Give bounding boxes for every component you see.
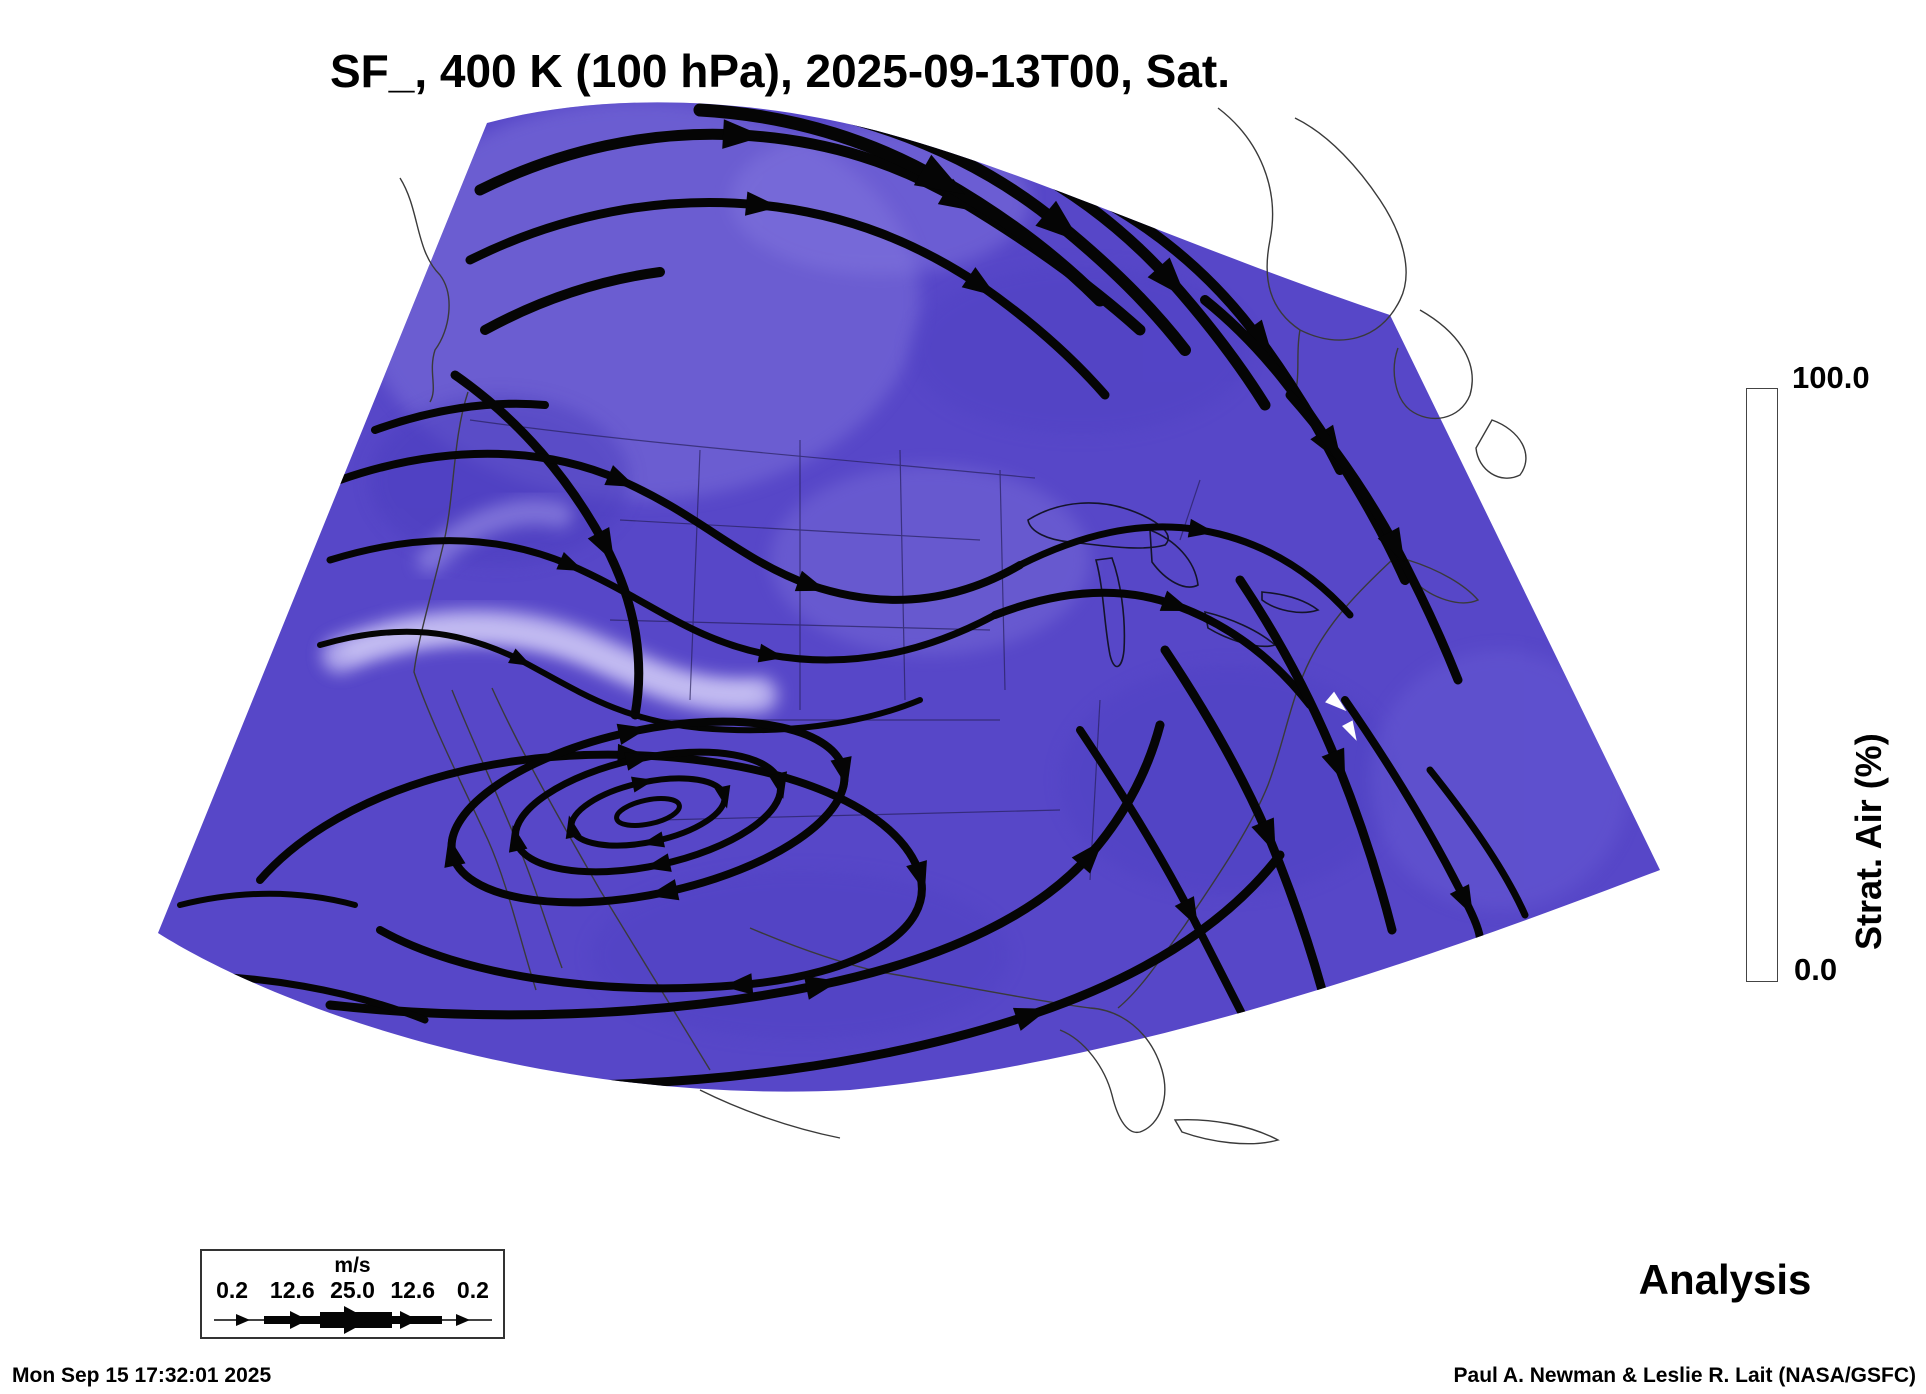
- wind-legend-units: m/s: [334, 1254, 371, 1277]
- generation-timestamp: Mon Sep 15 17:32:01 2025: [12, 1364, 272, 1387]
- credit-text: Paul A. Newman & Leslie R. Lait (NASA/GS…: [1453, 1364, 1916, 1387]
- colorbar-min-label: 0.0: [1794, 952, 1838, 987]
- wind-legend-value: 0.2: [216, 1277, 249, 1303]
- wind-legend-values: 0.2 12.6 25.0 12.6 0.2: [202, 1277, 503, 1304]
- wind-streamlines: [171, 103, 1529, 1090]
- wind-legend-value: 0.2: [456, 1277, 489, 1303]
- wind-legend-arrow: [214, 1306, 492, 1334]
- colorbar: [1746, 388, 1778, 982]
- white-trajectory-arrows: [1325, 691, 1357, 741]
- colorbar-max-label: 100.0: [1792, 360, 1870, 395]
- plot-title: SF_, 400 K (100 hPa), 2025-09-13T00, Sat…: [329, 45, 1231, 97]
- wind-legend-value: 12.6: [390, 1277, 436, 1303]
- wind-legend-value: 12.6: [269, 1277, 315, 1303]
- wind-speed-legend: m/s 0.2 12.6 25.0 12.6 0.2: [200, 1249, 505, 1339]
- wind-legend-value: 25.0: [330, 1277, 375, 1303]
- colorbar-axis-title: Strat. Air (%): [1848, 733, 1889, 950]
- analysis-label: Analysis: [1638, 1256, 1812, 1303]
